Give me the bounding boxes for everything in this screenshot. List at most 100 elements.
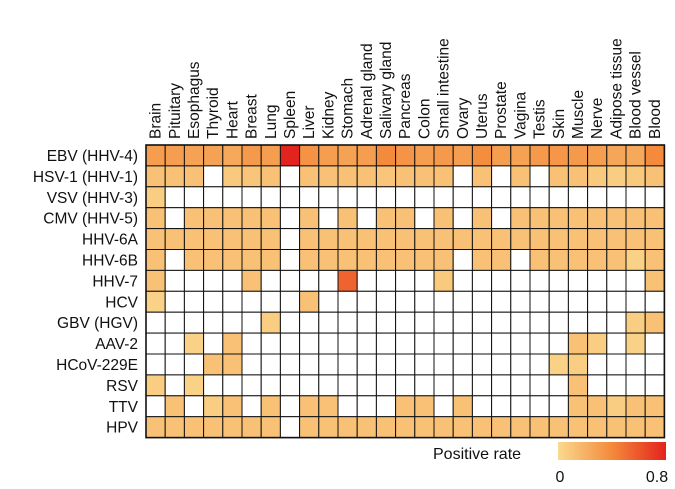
heatmap-cell bbox=[375, 311, 397, 334]
heatmap-cell bbox=[299, 165, 320, 188]
heatmap-cell bbox=[433, 395, 454, 418]
row-label: RSV bbox=[106, 378, 139, 395]
heatmap-cell bbox=[548, 144, 569, 167]
heatmap-cell bbox=[471, 374, 493, 397]
heatmap-cell bbox=[625, 395, 646, 418]
heatmap-cell bbox=[452, 395, 473, 418]
heatmap-cell bbox=[260, 249, 281, 271]
column-label: Salivary gland bbox=[378, 42, 395, 139]
heatmap-cell bbox=[356, 186, 377, 209]
colorbar-legend: Positive rate 0 0.8 bbox=[433, 442, 668, 486]
heatmap-cell bbox=[203, 165, 224, 188]
column-label: Muscle bbox=[570, 90, 587, 139]
heatmap-cell bbox=[164, 374, 185, 397]
heatmap-cell bbox=[318, 332, 339, 355]
heatmap-cell bbox=[414, 290, 435, 313]
heatmap-cell bbox=[567, 186, 589, 209]
row-label: CMV (HHV-5) bbox=[43, 211, 138, 228]
heatmap-cell bbox=[337, 374, 358, 397]
heatmap-cell bbox=[203, 374, 224, 397]
heatmap-cell bbox=[587, 416, 608, 439]
heatmap-cell bbox=[395, 311, 416, 334]
heatmap-cell bbox=[299, 207, 320, 230]
heatmap-cell bbox=[529, 207, 550, 230]
row-label: HHV-7 bbox=[92, 273, 138, 290]
heatmap-cell bbox=[471, 207, 493, 230]
heatmap-cell bbox=[299, 269, 320, 292]
heatmap-cell bbox=[452, 207, 473, 230]
heatmap-cell bbox=[203, 290, 224, 313]
heatmap-cell bbox=[337, 269, 358, 292]
heatmap-cell bbox=[337, 416, 358, 439]
heatmap-cell bbox=[414, 311, 435, 334]
heatmap-cell bbox=[548, 207, 569, 230]
heatmap-cell bbox=[529, 165, 550, 188]
column-label: Kidney bbox=[320, 91, 337, 139]
column-labels: Brain Pituitary Esophagus Thyroid Heart Breas… bbox=[148, 38, 664, 139]
heatmap-cell bbox=[222, 186, 243, 209]
heatmap-cell bbox=[260, 374, 281, 397]
heatmap-cell bbox=[567, 311, 589, 334]
heatmap-cell bbox=[203, 186, 224, 209]
heatmap-cell bbox=[356, 228, 377, 251]
row-label: EBV (HHV-4) bbox=[47, 148, 138, 165]
column-label: Breast bbox=[244, 94, 261, 139]
heatmap-cell bbox=[337, 332, 358, 355]
column-label: Spleen bbox=[282, 91, 299, 139]
heatmap-cell bbox=[491, 228, 512, 251]
heatmap-cell bbox=[452, 249, 473, 271]
heatmap-cell bbox=[433, 374, 454, 397]
heatmap-cell bbox=[452, 144, 473, 167]
heatmap-cell bbox=[222, 374, 243, 397]
heatmap-cell bbox=[414, 165, 435, 188]
heatmap-cell bbox=[318, 374, 339, 397]
heatmap-cell bbox=[279, 249, 301, 271]
heatmap-cell bbox=[452, 228, 473, 251]
column-label: Blood vessel bbox=[628, 51, 645, 139]
heatmap-cell bbox=[625, 374, 646, 397]
heatmap-cell bbox=[260, 311, 281, 334]
row-label: AAV-2 bbox=[95, 336, 138, 353]
heatmap-cell bbox=[567, 353, 589, 376]
heatmap-cell bbox=[279, 416, 301, 439]
column-label: Small intestine bbox=[436, 38, 453, 139]
heatmap-cell bbox=[587, 374, 608, 397]
heatmap-cell bbox=[625, 165, 646, 188]
heatmap-cell bbox=[433, 228, 454, 251]
heatmap-cell bbox=[644, 186, 665, 209]
heatmap-cell bbox=[567, 374, 589, 397]
heatmap-cell bbox=[260, 269, 281, 292]
heatmap-cell bbox=[279, 290, 301, 313]
colorbar-tick-max: 0.8 bbox=[646, 469, 668, 486]
heatmap-cell bbox=[548, 416, 569, 439]
heatmap-cell bbox=[375, 353, 397, 376]
heatmap-cell bbox=[337, 311, 358, 334]
heatmap-cell bbox=[375, 207, 397, 230]
heatmap-cell bbox=[241, 353, 262, 376]
heatmap-cell bbox=[606, 353, 627, 376]
heatmap-cell bbox=[145, 374, 166, 397]
heatmap-cell bbox=[606, 269, 627, 292]
heatmap-cell bbox=[375, 186, 397, 209]
heatmap-cell bbox=[279, 353, 301, 376]
heatmap-cell bbox=[414, 249, 435, 271]
heatmap-cell bbox=[587, 290, 608, 313]
heatmap-cell bbox=[356, 249, 377, 271]
heatmap-cell bbox=[375, 228, 397, 251]
heatmap-cell bbox=[471, 186, 493, 209]
heatmap-cell bbox=[395, 353, 416, 376]
heatmap-cell bbox=[337, 228, 358, 251]
heatmap-cell bbox=[471, 165, 493, 188]
heatmap-cell bbox=[356, 332, 377, 355]
heatmap-cell bbox=[529, 228, 550, 251]
heatmap-cell bbox=[491, 416, 512, 439]
heatmap-cell bbox=[548, 249, 569, 271]
heatmap-cell bbox=[299, 249, 320, 271]
heatmap-cell bbox=[164, 332, 185, 355]
column-label: Thyroid bbox=[205, 87, 222, 139]
heatmap-cell bbox=[241, 416, 262, 439]
heatmap-cell bbox=[395, 269, 416, 292]
heatmap-cell bbox=[337, 353, 358, 376]
heatmap-cell bbox=[183, 353, 205, 376]
heatmap-cell bbox=[318, 165, 339, 188]
